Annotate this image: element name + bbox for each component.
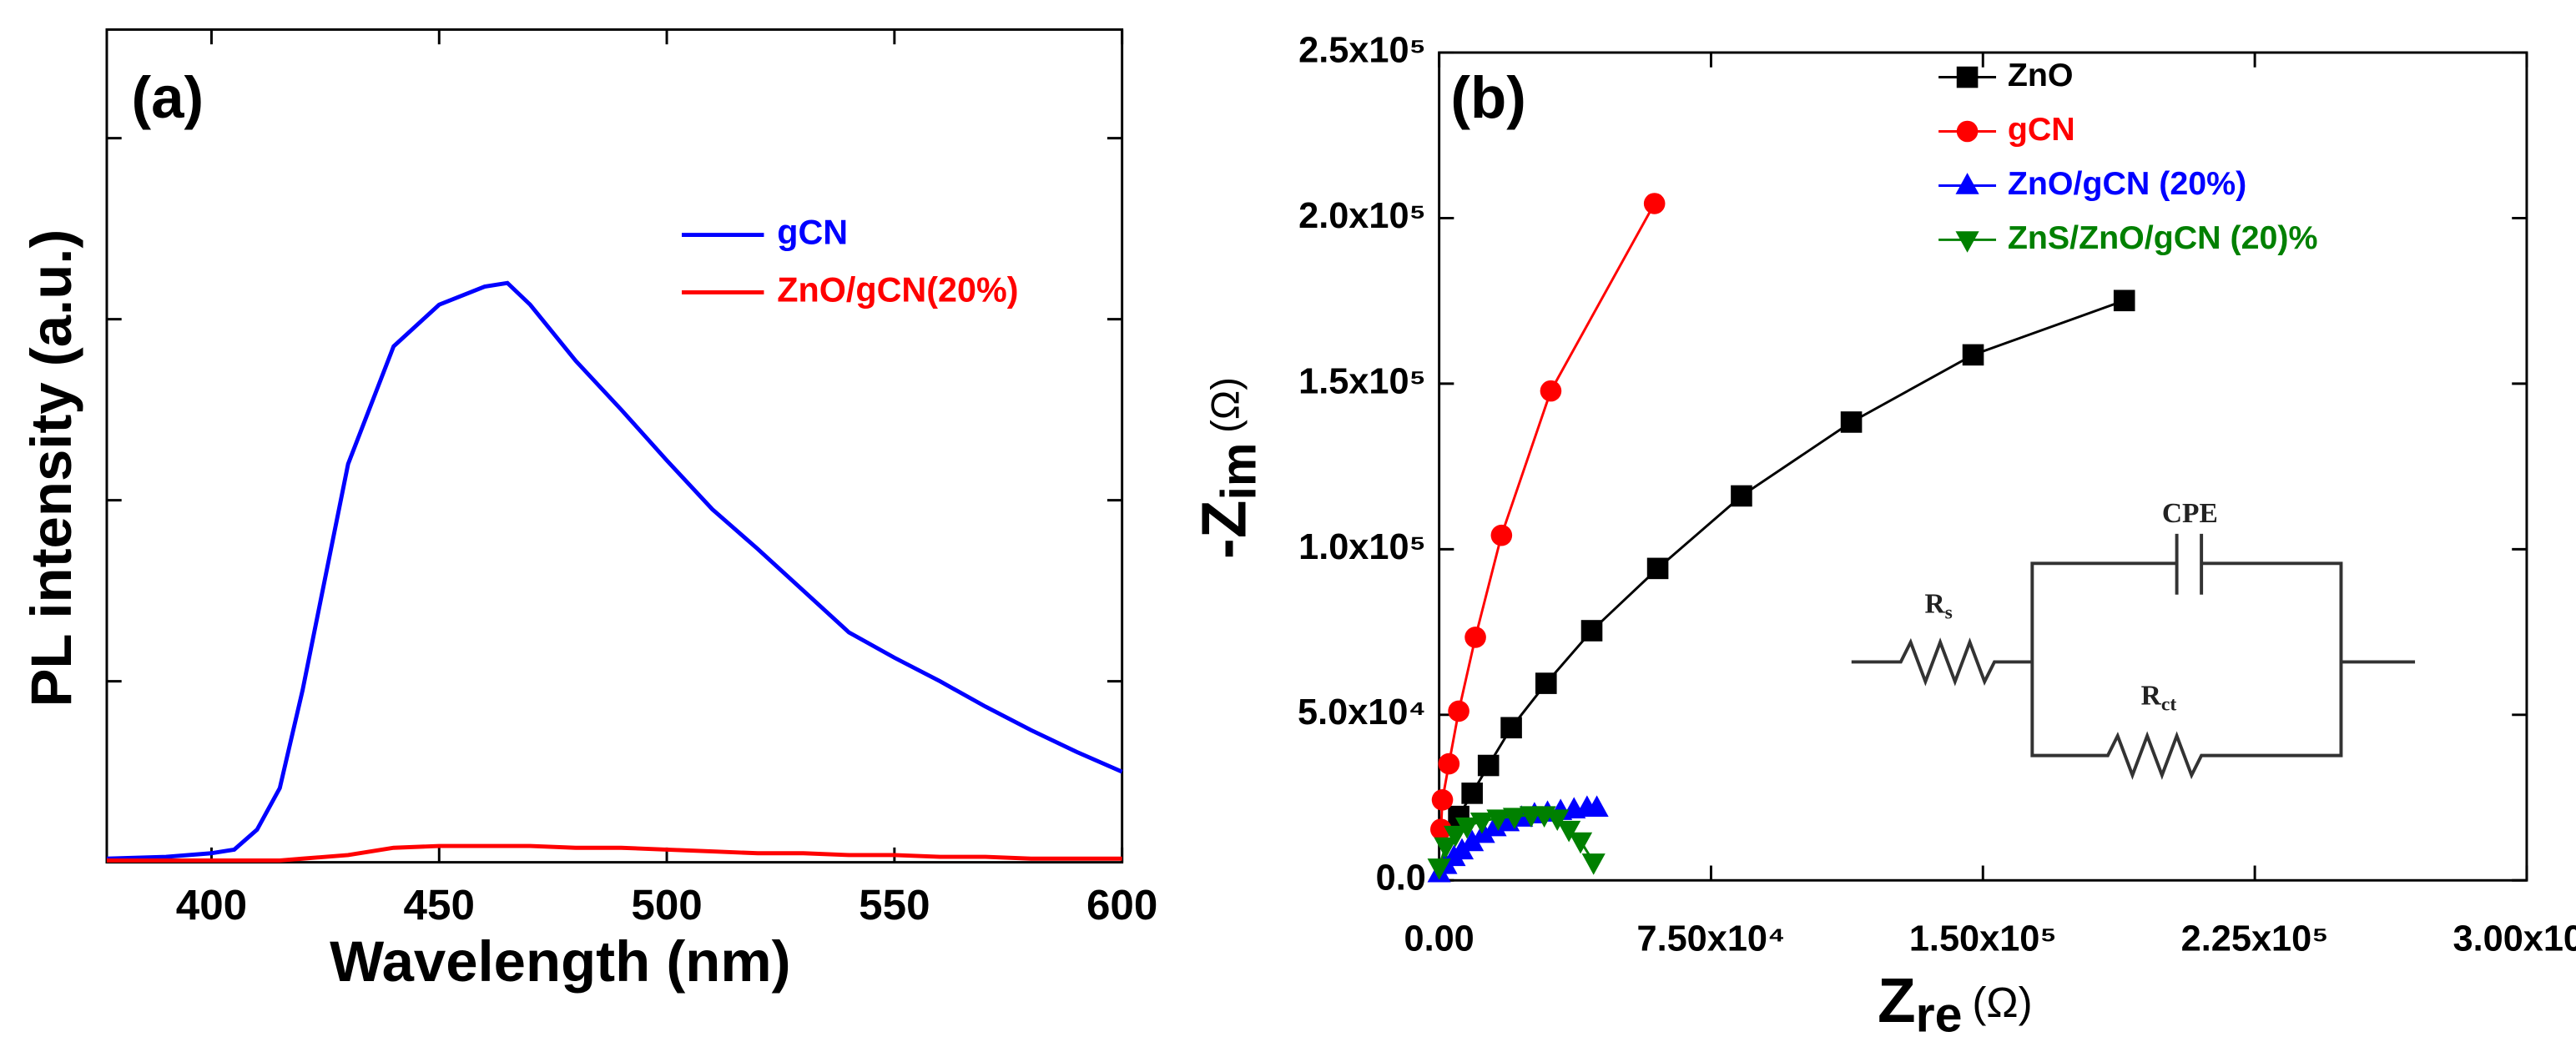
marker bbox=[1464, 627, 1486, 648]
x-tick-label: 3.00x10⁵ bbox=[2453, 919, 2576, 959]
x-tick-label: 2.25x10⁵ bbox=[2181, 919, 2329, 959]
marker bbox=[1444, 825, 1468, 848]
x-tick-label: 1.50x10⁵ bbox=[1909, 919, 2057, 959]
marker bbox=[1581, 853, 1606, 875]
marker bbox=[1469, 812, 1494, 834]
x-tick-label: 550 bbox=[859, 881, 930, 929]
marker bbox=[1585, 795, 1609, 817]
x-tick-label: 400 bbox=[176, 881, 247, 929]
circuit-diagram: CPE Rs Rct bbox=[1851, 498, 2416, 780]
circuit-label: R bbox=[2141, 680, 2162, 711]
marker bbox=[1545, 809, 1570, 831]
panel-label: (a) bbox=[132, 65, 204, 131]
marker bbox=[1535, 672, 1557, 694]
marker bbox=[1448, 700, 1469, 722]
marker bbox=[1643, 193, 1666, 214]
y-axis-title: -Zim (Ω) bbox=[1188, 377, 1266, 559]
circuit-label-sub: s bbox=[1945, 602, 1953, 624]
y-axis-title-sub: im bbox=[1211, 443, 1266, 501]
marker bbox=[1431, 789, 1454, 811]
y-tick-label: 0.0 bbox=[1376, 858, 1426, 898]
marker bbox=[1427, 858, 1451, 880]
marker bbox=[1500, 717, 1522, 739]
legend-marker bbox=[1956, 120, 1979, 143]
y-axis-title-unit: (Ω) bbox=[1204, 377, 1248, 433]
legend-marker bbox=[1956, 66, 1979, 88]
series-line bbox=[1439, 203, 1656, 830]
y-tick-label: 2.5x10⁵ bbox=[1298, 30, 1426, 70]
legend-marker bbox=[1955, 231, 1979, 253]
marker bbox=[1840, 411, 1863, 433]
y-tick-label: 1.5x10⁵ bbox=[1298, 361, 1426, 401]
legend-label: ZnO bbox=[2008, 57, 2074, 93]
x-tick-label: 0.00 bbox=[1404, 919, 1474, 959]
panel-label: (b) bbox=[1450, 65, 1525, 131]
x-axis-title-unit: (Ω) bbox=[1972, 978, 2032, 1025]
x-axis-title: Z bbox=[1878, 965, 1916, 1035]
y-tick-label: 1.0x10⁵ bbox=[1298, 527, 1426, 567]
marker bbox=[1490, 524, 1513, 546]
circuit-wire bbox=[1851, 637, 2033, 687]
circuit-label: Rs bbox=[1924, 588, 1952, 624]
plot-frame bbox=[1438, 51, 2528, 882]
marker bbox=[1455, 817, 1480, 839]
y-tick-label: 2.0x10⁵ bbox=[1298, 196, 1426, 236]
series-line bbox=[106, 843, 1122, 863]
series-line bbox=[106, 280, 1123, 861]
circuit-label: R bbox=[1924, 588, 1945, 619]
y-tick-label: 5.0x10⁴ bbox=[1298, 692, 1426, 732]
marker bbox=[1731, 485, 1752, 507]
marker bbox=[1430, 818, 1452, 840]
marker bbox=[1540, 380, 1562, 402]
y-axis-title: -Z bbox=[1188, 501, 1258, 560]
legend-marker bbox=[1955, 173, 1979, 194]
marker bbox=[1646, 557, 1669, 580]
circuit-label-sub: ct bbox=[2161, 694, 2176, 716]
marker bbox=[2113, 289, 2135, 312]
x-tick-label: 7.50x10⁴ bbox=[1636, 919, 1785, 959]
marker bbox=[1461, 783, 1483, 804]
x-axis-title-sub: re bbox=[1916, 987, 1963, 1042]
circuit-wire bbox=[2030, 561, 2343, 780]
plot-frame bbox=[105, 28, 1124, 864]
x-tick-label: 500 bbox=[631, 881, 702, 929]
x-axis-title: Zre (Ω) bbox=[1878, 965, 2033, 1043]
marker bbox=[1568, 832, 1593, 854]
circuit-label: CPE bbox=[2162, 498, 2218, 529]
y-axis-title: PL intensity (a.u.) bbox=[19, 229, 83, 707]
circuit-label: Rct bbox=[2141, 680, 2177, 716]
marker bbox=[1486, 809, 1510, 831]
marker bbox=[1557, 820, 1581, 843]
legend-label: gCN bbox=[777, 213, 848, 251]
marker bbox=[1502, 808, 1527, 830]
marker bbox=[1962, 344, 1984, 366]
marker bbox=[1434, 837, 1458, 859]
marker bbox=[1580, 620, 1603, 642]
legend-label: ZnS/ZnO/gCN (20)% bbox=[2008, 219, 2318, 256]
x-tick-label: 600 bbox=[1086, 881, 1157, 929]
x-axis-title: Wavelength (nm) bbox=[330, 929, 790, 994]
marker bbox=[1471, 821, 1495, 843]
legend-label: ZnO/gCN(20%) bbox=[777, 270, 1018, 309]
marker bbox=[1477, 754, 1500, 777]
legend-label: gCN bbox=[2008, 111, 2075, 148]
marker bbox=[1438, 752, 1460, 775]
marker bbox=[1460, 829, 1485, 852]
x-tick-label: 450 bbox=[404, 881, 475, 929]
legend-label: ZnO/gCN (20%) bbox=[2008, 165, 2246, 202]
